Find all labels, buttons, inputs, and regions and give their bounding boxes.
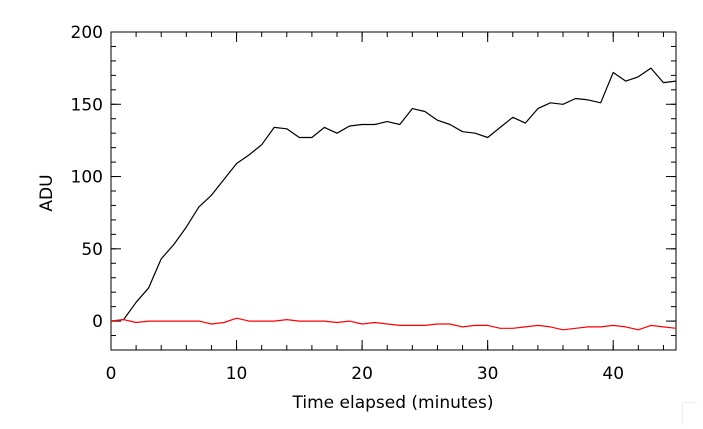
- tick-labels: 0 10 20 30 40 0 50 100 150 200: [71, 23, 624, 384]
- y-tick-label: 0: [92, 312, 103, 332]
- x-tick-label: 0: [106, 364, 117, 384]
- plot-border: [110, 31, 677, 351]
- series-line-2: [110, 317, 677, 331]
- y-tick-label: 150: [71, 95, 103, 115]
- plot-frame: [110, 31, 677, 351]
- x-tick-label: 30: [477, 364, 499, 384]
- x-axis-title: Time elapsed (minutes): [292, 393, 494, 413]
- series-line-1: [110, 67, 677, 322]
- y-tick-label: 50: [81, 240, 103, 260]
- series-layer: [110, 67, 677, 331]
- y-axis-title: ADU: [37, 174, 57, 211]
- axis-ticks: [110, 31, 676, 351]
- x-tick-label: 40: [602, 364, 624, 384]
- y-tick-label: 200: [71, 23, 103, 43]
- x-tick-label: 10: [226, 364, 248, 384]
- y-tick-label: 100: [71, 168, 103, 188]
- corner-mark: [682, 402, 697, 425]
- x-tick-label: 20: [351, 364, 373, 384]
